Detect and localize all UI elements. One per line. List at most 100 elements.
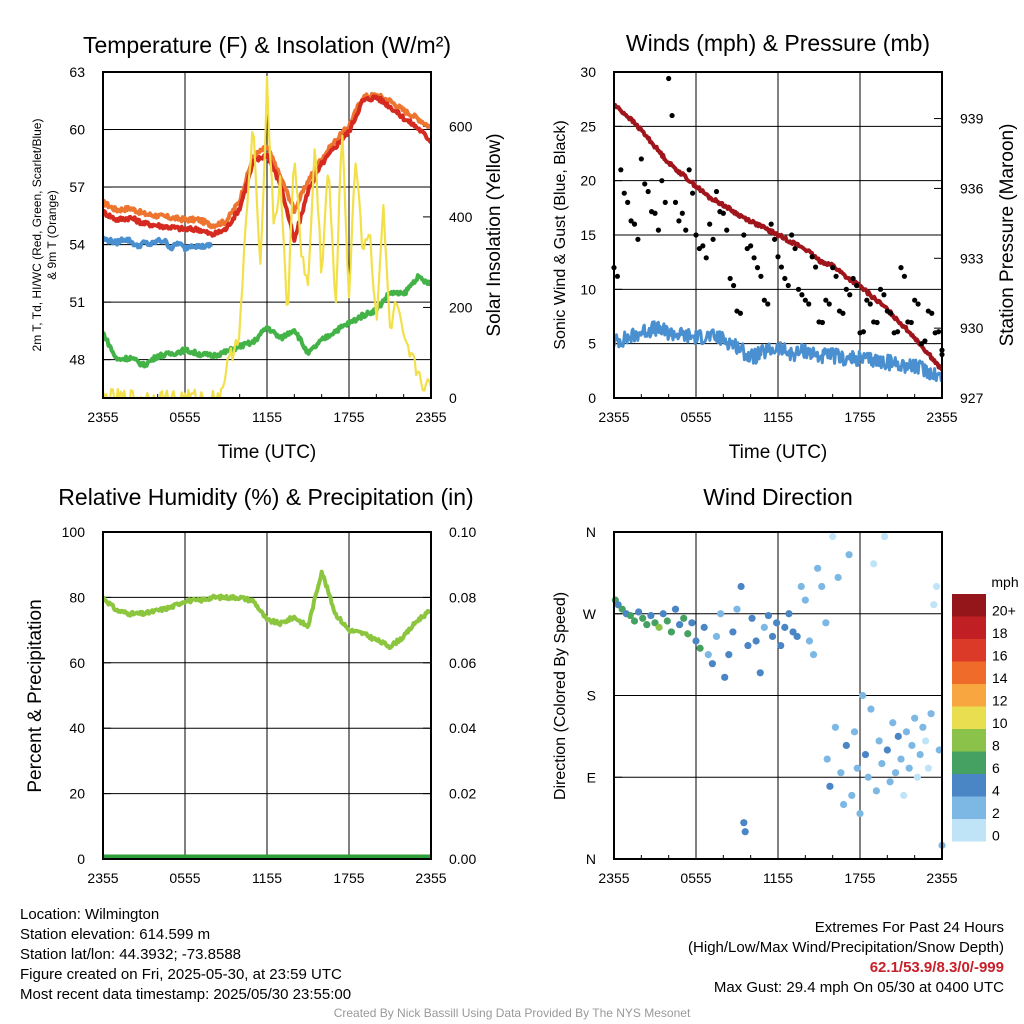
gust-point [655, 227, 662, 233]
direction-point [875, 737, 883, 745]
colorbar-swatch [952, 594, 986, 617]
colorbar-label: 0 [992, 827, 1000, 843]
temp-xlabel: Time (UTC) [218, 442, 317, 463]
direction-point [737, 582, 745, 591]
gust-point [789, 232, 795, 238]
dir-x-tick-label: 2355 [598, 870, 629, 886]
gust-point [922, 338, 928, 344]
direction-point [801, 596, 809, 604]
created-text: Figure created on Fri, 2025-05-30, at 23… [20, 966, 342, 983]
direction-point [785, 610, 793, 618]
direction-point [626, 611, 635, 620]
gust-point [771, 236, 778, 242]
gust-point [806, 301, 812, 307]
temp-y2label: Solar Insolation (Yellow) [484, 133, 505, 336]
temp-y-tick-label: 48 [69, 352, 85, 368]
direction-point [814, 564, 822, 572]
direction-point [700, 623, 708, 631]
direction-point [671, 605, 680, 613]
direction-point [764, 611, 773, 620]
direction-point [708, 660, 717, 668]
station-info: Location: Wilmington Station elevation: … [20, 905, 351, 1005]
gust-point [830, 265, 836, 271]
colorbar-swatch [952, 729, 986, 752]
direction-point [823, 755, 831, 763]
dir-x-tick-label: 0555 [680, 870, 711, 886]
wind-pressure-panel: 2355 0555 1155 1755 235505101520253092793093… [580, 64, 983, 425]
colorbar-label: 20+ [992, 602, 1016, 618]
gust-point [812, 264, 819, 270]
gust-point [618, 167, 624, 173]
direction-point [721, 673, 729, 681]
direction-point [911, 714, 919, 722]
gust-point [833, 273, 839, 279]
gust-point [847, 292, 853, 298]
wind-ylabel: Sonic Wind & Gust (Blue, Black) [552, 120, 569, 349]
gust-point [635, 236, 641, 242]
wind-xlabel: Time (UTC) [729, 442, 828, 463]
dir-ylabel: Direction (Colored By Speed) [552, 592, 569, 800]
temp-x-tick-label: 0555 [169, 409, 200, 425]
direction-point [809, 651, 818, 659]
gust-point [676, 218, 682, 224]
series-line [103, 94, 431, 243]
gust-point [874, 319, 880, 326]
rh-y-tick-label: 100 [62, 524, 86, 540]
gust-point [802, 297, 808, 303]
gust-point [645, 188, 651, 195]
direction-point [688, 619, 696, 627]
wind-y2-tick-label: 930 [960, 320, 984, 336]
colorbar-swatch [952, 616, 986, 639]
temp-x-tick-label: 1155 [252, 409, 282, 425]
wind-panel-title: Winds (mph) & Pressure (mb) [626, 30, 930, 56]
direction-point [773, 619, 781, 627]
wind-y2-tick-label: 939 [960, 111, 984, 127]
colorbar-label: 2 [992, 805, 1000, 821]
gust-point [819, 319, 826, 326]
rh-y-tick-label: 80 [69, 589, 85, 605]
gust-point [795, 286, 802, 292]
temp-y-tick-label: 51 [69, 294, 85, 310]
max-gust-text: Max Gust: 29.4 mph On 05/30 at 0400 UTC [713, 979, 1004, 996]
direction-point [842, 741, 850, 750]
direction-point [647, 611, 655, 620]
temp-ylabel-line2: & 9m T (Orange) [45, 190, 59, 280]
wind-y2-tick-label: 933 [960, 250, 984, 266]
colorbar-swatch [952, 706, 986, 729]
temp-frame [102, 71, 432, 399]
direction-point [663, 617, 671, 625]
direction-point [834, 573, 842, 582]
direction-point [667, 628, 676, 636]
direction-point [859, 691, 867, 700]
rh-x-tick-label: 2355 [415, 870, 446, 886]
gust-point [703, 255, 709, 261]
wind-y-tick-label: 10 [580, 281, 596, 297]
direction-point [744, 641, 752, 650]
gust-point [860, 329, 867, 335]
direction-point [676, 621, 684, 629]
gust-point [724, 227, 730, 233]
gust-point [679, 210, 685, 216]
temp-y2-tick-label: 0 [449, 390, 457, 406]
temp-y-tick-label: 60 [69, 122, 85, 138]
direction-point [756, 669, 764, 677]
rh-x-tick-label: 1155 [252, 870, 282, 886]
colorbar-label: 4 [992, 782, 1000, 798]
gust-point [628, 218, 634, 224]
gust-point [689, 190, 696, 196]
temp-y-tick-label: 63 [69, 64, 85, 80]
direction-point [822, 619, 830, 627]
colorbar-label: 8 [992, 737, 1000, 753]
extremes-values: 62.1/53.9/8.3/0/-999 [869, 959, 1004, 976]
gust-point [686, 167, 692, 173]
colorbar-swatch [952, 661, 986, 684]
gust-point [666, 75, 672, 82]
wind-y-tick-label: 5 [588, 336, 596, 352]
direction-point [768, 632, 777, 641]
gust-point [785, 282, 791, 289]
direction-point [684, 630, 692, 638]
gust-point [737, 310, 744, 316]
location-text: Location: Wilmington [20, 906, 160, 923]
direction-point [867, 705, 875, 713]
